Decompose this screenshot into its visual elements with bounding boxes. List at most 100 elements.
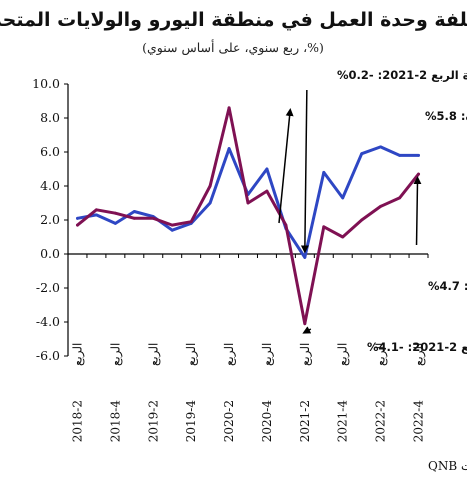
data-point xyxy=(398,196,401,200)
x-tick-label: الربع 2020-2 xyxy=(222,343,236,443)
x-tick-prefix: الربع xyxy=(260,343,274,366)
svg-text:الربع2019-2: الربع 2019-2 xyxy=(146,343,160,443)
data-point xyxy=(76,216,79,220)
y-axis-ticks: 10.0 8.0 6.0 4.0 2.0 0.0 -2.0 -4.0 -6.0 xyxy=(32,76,68,363)
x-tick-prefix: الربع xyxy=(70,343,84,366)
x-tick-prefix: الربع xyxy=(108,343,122,366)
svg-text:الربع2020-2: الربع 2020-2 xyxy=(222,343,236,443)
x-tick-period: 2018-2 xyxy=(70,400,84,442)
data-point xyxy=(132,210,136,213)
y-tick-label: 10.0 xyxy=(32,76,60,91)
svg-text:الربع2021-4: الربع 2021-4 xyxy=(336,343,350,443)
arrow-ez-latest xyxy=(413,176,422,246)
data-point xyxy=(322,171,326,174)
svg-text:الربع2021-2: الربع 2021-2 xyxy=(298,343,312,443)
data-point xyxy=(398,154,401,157)
data-point xyxy=(341,196,345,200)
x-tick-prefix: الربع xyxy=(412,343,426,366)
svg-text:الربع2022-2: الربع 2022-2 xyxy=(374,343,388,443)
y-tick-label: -4.0 xyxy=(36,314,60,329)
x-tick-prefix: الربع xyxy=(222,343,236,366)
x-axis-ticks: الربع 2018-2 الربع 2018-4 الربع 2019-2 الربع 20… xyxy=(67,254,429,443)
x-tick-label: الربع 2018-2 xyxy=(70,343,84,443)
x-tick-period: 2020-2 xyxy=(222,400,236,442)
data-point xyxy=(170,223,174,227)
data-point xyxy=(379,205,383,208)
data-point xyxy=(265,167,269,171)
x-tick-label: الربع 2022-4 xyxy=(412,343,426,443)
svg-text:الربع2019-4: الربع 2019-4 xyxy=(184,343,198,443)
data-point xyxy=(227,106,231,110)
x-tick-label: الربع 2019-2 xyxy=(146,343,160,443)
source-note: المصدر: منظمة التعاون الاقتصادي والتنمية… xyxy=(428,459,467,473)
data-point xyxy=(265,189,269,193)
x-tick-period: 2019-4 xyxy=(184,400,198,443)
x-tick-prefix: الربع xyxy=(298,343,312,366)
data-point xyxy=(208,201,212,205)
chart-subtitle: (%، ربع سنوي، على أساس سنوي) xyxy=(142,39,324,56)
svg-text:الربع2022-4: الربع 2022-4 xyxy=(412,343,426,443)
x-tick-prefix: الربع xyxy=(184,343,198,366)
data-point xyxy=(360,218,364,222)
arrow-us-trough xyxy=(300,89,309,254)
x-tick-label: الربع 2021-2 xyxy=(298,343,312,443)
data-point xyxy=(360,152,364,156)
data-point xyxy=(113,222,117,225)
data-point xyxy=(379,145,383,149)
x-tick-period: 2021-4 xyxy=(336,400,350,443)
x-tick-label: الربع 2019-4 xyxy=(184,343,198,443)
y-tick-label: 8.0 xyxy=(40,110,60,125)
x-tick-period: 2022-2 xyxy=(374,400,388,442)
data-point xyxy=(76,223,79,227)
x-tick-prefix: الربع xyxy=(336,343,350,366)
annotation-us-latest: الولايات المتحدة: 5.8% xyxy=(425,109,467,124)
x-tick-period: 2021-2 xyxy=(298,400,312,442)
annotation-arrows xyxy=(278,89,422,334)
svg-text:الربع2020-4: الربع 2020-4 xyxy=(260,343,274,443)
annotation-ez-period: منطقة اليورو الربع 2-2021: -4.1% xyxy=(367,340,467,355)
data-point xyxy=(341,235,345,239)
series-line-eurozone xyxy=(76,106,420,326)
x-tick-label: الربع 2018-4 xyxy=(108,343,122,443)
data-point xyxy=(95,208,98,212)
x-tick-period: 2019-2 xyxy=(146,400,160,442)
y-tick-label: 2.0 xyxy=(40,212,60,227)
data-point xyxy=(303,322,307,326)
data-point xyxy=(246,201,250,205)
y-tick-label: 4.0 xyxy=(40,178,60,193)
y-tick-label: 0.0 xyxy=(40,246,60,261)
y-tick-label: 6.0 xyxy=(40,144,60,159)
annotation-ez-latest: منطقة اليورو: 4.7% xyxy=(428,279,467,294)
series-lines xyxy=(76,106,420,326)
x-tick-label: الربع 2021-4 xyxy=(336,343,350,443)
annotation-us-period: الولايات المتحدة الربع 2-2021: -0.2% xyxy=(337,68,467,83)
x-tick-label: الربع 2022-2 xyxy=(374,343,388,443)
svg-text:الربع2018-2: الربع 2018-2 xyxy=(70,343,84,443)
data-point xyxy=(284,223,288,227)
y-tick-label: -2.0 xyxy=(36,280,60,295)
data-point xyxy=(322,225,326,229)
x-tick-period: 2022-4 xyxy=(412,400,426,443)
y-tick-label: -6.0 xyxy=(36,348,60,363)
data-point xyxy=(417,154,420,157)
arrow-us-latest xyxy=(278,108,294,224)
arrow-ez-trough xyxy=(302,326,312,334)
data-point xyxy=(417,172,420,176)
data-point xyxy=(95,213,98,217)
data-point xyxy=(189,220,193,224)
x-tick-prefix: الربع xyxy=(146,343,160,366)
data-point xyxy=(151,216,155,220)
data-point xyxy=(208,184,212,188)
x-tick-prefix: الربع xyxy=(374,343,388,366)
chart-title: تكلفة وحدة العمل في منطقة اليورو والولاي… xyxy=(0,9,467,31)
x-tick-period: 2018-4 xyxy=(108,400,122,443)
data-point xyxy=(170,228,174,232)
data-point xyxy=(227,147,231,151)
svg-text:الربع2018-4: الربع 2018-4 xyxy=(108,343,122,443)
x-tick-period: 2020-4 xyxy=(260,400,274,443)
data-point xyxy=(132,216,136,220)
data-point xyxy=(113,211,117,215)
x-tick-label: الربع 2020-4 xyxy=(260,343,274,443)
data-point xyxy=(303,256,307,259)
